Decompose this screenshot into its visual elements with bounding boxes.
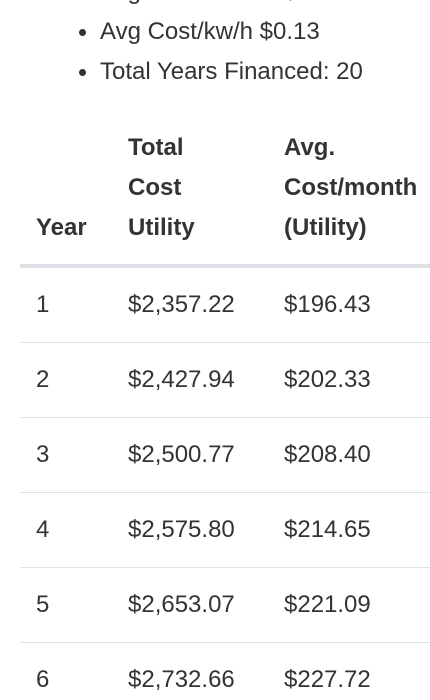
cell-year: 3 xyxy=(20,417,112,493)
cost-table-container: Year Total Cost Utility Avg. Cost/month … xyxy=(20,128,430,700)
column-header-avg-cost-month-utility: Avg. Cost/month (Utility) xyxy=(268,128,430,268)
summary-total-years-financed: Total Years Financed: 20 xyxy=(78,52,370,92)
cell-year: 6 xyxy=(20,642,112,700)
table-body: 1 $2,357.22 $196.43 2 $2,427.94 $202.33 … xyxy=(20,266,430,700)
table-row: 5 $2,653.07 $221.09 xyxy=(20,567,430,643)
column-header-year: Year xyxy=(20,128,112,268)
cell-avg-cost-month: $221.09 xyxy=(268,567,430,643)
summary-avg-cost-month: Avg Cost/month: $180.00 xyxy=(100,0,370,12)
table-row: 1 $2,357.22 $196.43 xyxy=(20,266,430,343)
cell-year: 1 xyxy=(36,291,50,318)
table-row: 4 $2,575.80 $214.65 xyxy=(20,492,430,568)
cell-total-cost: $2,427.94 xyxy=(112,342,268,418)
summary-avg-cost-kwh: Avg Cost/kw/h $0.13 xyxy=(78,12,370,52)
cell-avg-cost-month: $208.40 xyxy=(268,417,430,493)
column-header-total-cost-utility: Total Cost Utility xyxy=(112,128,268,268)
table-header: Year Total Cost Utility Avg. Cost/month … xyxy=(20,128,430,268)
cell-avg-cost-month: $202.33 xyxy=(268,342,430,418)
cell-total-cost: $2,357.22 xyxy=(128,291,235,318)
cost-summary-list: Avg Cost/month: $180.00 Avg Cost/kw/h $0… xyxy=(0,0,370,92)
table-row: 6 $2,732.66 $227.72 xyxy=(20,642,430,700)
cell-avg-cost-month: $196.43 xyxy=(284,291,371,318)
cell-avg-cost-month: $214.65 xyxy=(268,492,430,568)
cell-total-cost: $2,653.07 xyxy=(112,567,268,643)
cell-total-cost: $2,575.80 xyxy=(112,492,268,568)
table-row: 2 $2,427.94 $202.33 xyxy=(20,342,430,418)
cell-total-cost: $2,732.66 xyxy=(112,642,268,700)
cell-avg-cost-month: $227.72 xyxy=(268,642,430,700)
yearly-cost-table: Year Total Cost Utility Avg. Cost/month … xyxy=(20,128,430,700)
cell-total-cost: $2,500.77 xyxy=(112,417,268,493)
table-row: 3 $2,500.77 $208.40 xyxy=(20,417,430,493)
header-row: Year Total Cost Utility Avg. Cost/month … xyxy=(20,128,430,268)
cell-year: 2 xyxy=(20,342,112,418)
cell-year: 4 xyxy=(20,492,112,568)
cell-year: 5 xyxy=(20,567,112,643)
